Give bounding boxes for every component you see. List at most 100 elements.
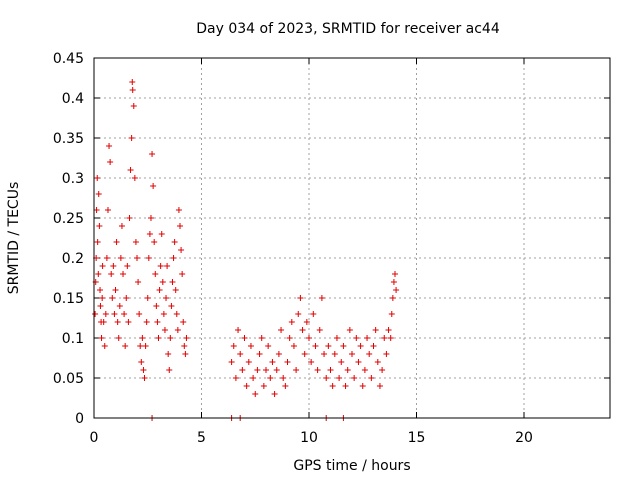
data-point (129, 79, 136, 85)
data-point (145, 255, 152, 261)
data-point (179, 271, 186, 277)
data-point (342, 383, 349, 389)
data-point (318, 295, 325, 301)
data-point (147, 215, 154, 221)
x-axis-label: GPS time / hours (293, 458, 410, 474)
data-point (387, 335, 394, 341)
data-point (110, 263, 117, 269)
data-point (158, 231, 165, 237)
data-point (282, 383, 289, 389)
data-point (383, 351, 390, 357)
data-point (181, 343, 188, 349)
data-point (297, 295, 304, 301)
data-point (278, 327, 285, 333)
data-points (92, 79, 400, 421)
data-point (295, 311, 302, 317)
data-point (106, 143, 113, 149)
data-point (393, 287, 400, 293)
data-point (99, 295, 106, 301)
data-point (366, 351, 373, 357)
x-tick-label: 20 (515, 430, 533, 446)
data-point (118, 223, 125, 229)
data-point (359, 383, 366, 389)
data-point (275, 351, 282, 357)
data-point (239, 367, 246, 373)
data-point (357, 343, 364, 349)
data-point (171, 239, 178, 245)
data-point (152, 271, 159, 277)
data-point (263, 367, 269, 373)
data-point (100, 319, 107, 325)
data-point (94, 175, 101, 181)
data-point (327, 367, 334, 373)
data-point (182, 351, 189, 357)
data-point (121, 311, 128, 317)
data-point (95, 191, 102, 197)
y-tick-label: 0.4 (62, 91, 84, 107)
data-point (111, 311, 118, 317)
data-point (150, 183, 157, 189)
data-point (144, 295, 151, 301)
data-point (174, 327, 181, 333)
data-point (138, 359, 145, 365)
data-point (361, 367, 368, 373)
data-point (99, 263, 106, 269)
data-point (175, 207, 182, 213)
data-point (180, 319, 187, 325)
data-point (243, 383, 250, 389)
data-point (140, 367, 147, 373)
y-tick-label: 0.05 (53, 371, 84, 387)
data-point (166, 367, 173, 373)
data-point (157, 263, 164, 269)
data-point (308, 359, 315, 365)
data-point (390, 279, 397, 285)
data-point (273, 367, 280, 373)
data-point (124, 263, 131, 269)
data-point (114, 319, 121, 325)
data-point (160, 311, 167, 317)
data-point (280, 375, 287, 381)
plot-frame (93, 57, 611, 419)
data-point (172, 287, 179, 293)
data-point (163, 295, 170, 301)
data-point (131, 175, 138, 181)
data-point (355, 359, 362, 365)
data-point (271, 391, 278, 397)
data-point (288, 319, 295, 325)
data-point (237, 351, 244, 357)
y-tick-label: 0.35 (53, 131, 84, 147)
data-point (372, 327, 379, 333)
data-point (103, 255, 110, 261)
data-point (303, 319, 310, 325)
data-point (153, 303, 160, 309)
data-point (127, 167, 134, 173)
data-point (247, 343, 254, 349)
data-point (381, 335, 388, 341)
x-tick-label: 0 (90, 430, 99, 446)
data-point (98, 335, 105, 341)
data-point (340, 343, 347, 349)
data-point (123, 295, 130, 301)
data-point (299, 327, 306, 333)
data-point (389, 295, 396, 301)
data-point (108, 271, 115, 277)
data-point (104, 207, 111, 213)
data-point (241, 335, 248, 341)
data-point (323, 375, 330, 381)
data-point (165, 351, 172, 357)
data-point (374, 359, 381, 365)
data-point (331, 351, 338, 357)
data-point (316, 327, 323, 333)
data-point (92, 311, 99, 317)
data-point (116, 303, 123, 309)
data-point (154, 319, 161, 325)
y-tick-label: 0.25 (53, 211, 84, 227)
data-point (364, 335, 371, 341)
data-point (301, 351, 308, 357)
y-tick-label: 0.45 (53, 51, 84, 67)
data-point (228, 359, 235, 365)
data-point (96, 223, 103, 229)
data-point (135, 279, 142, 285)
data-point (379, 367, 386, 373)
data-point (256, 351, 263, 357)
